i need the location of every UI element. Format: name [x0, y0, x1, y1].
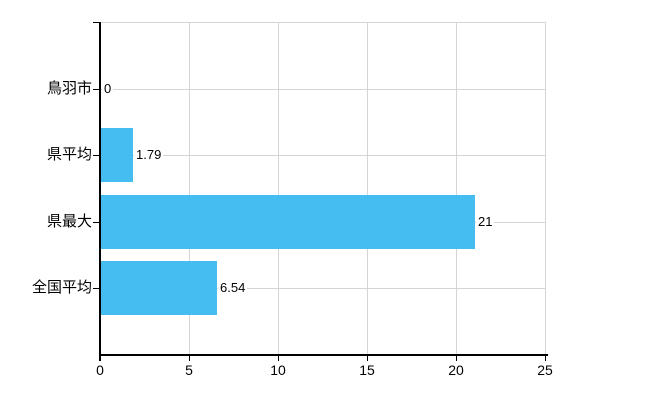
bar	[101, 195, 475, 249]
gridline-vertical	[278, 22, 279, 355]
x-axis-line	[99, 354, 548, 356]
x-axis-tick	[545, 356, 546, 361]
bar-value-label: 0	[102, 81, 114, 97]
y-axis-tick	[93, 155, 99, 156]
category-label: 全国平均	[31, 279, 92, 296]
x-axis-tick	[99, 356, 101, 361]
bar	[101, 128, 133, 182]
x-axis-tick	[367, 356, 368, 361]
bar-value-label: 6.54	[218, 280, 248, 296]
x-tick-label: 15	[359, 362, 375, 378]
bar-value-label: 1.79	[134, 147, 164, 163]
gridline-vertical	[456, 22, 457, 355]
x-tick-label: 25	[537, 362, 553, 378]
gridline-horizontal	[100, 22, 545, 23]
y-axis-tick	[93, 22, 99, 23]
gridline-vertical	[189, 22, 190, 355]
y-axis-tick	[93, 89, 99, 90]
x-tick-label: 0	[96, 362, 104, 378]
x-axis-tick	[278, 356, 279, 361]
x-tick-label: 10	[270, 362, 286, 378]
y-axis-tick	[93, 288, 99, 289]
x-axis-tick	[456, 356, 457, 361]
x-tick-label: 20	[448, 362, 464, 378]
category-label: 県最大	[46, 213, 92, 230]
gridline-horizontal	[100, 155, 545, 156]
gridline-vertical	[545, 22, 546, 355]
gridline-horizontal	[100, 89, 545, 90]
bar	[101, 261, 217, 315]
category-label: 鳥羽市	[46, 80, 92, 97]
gridline-horizontal	[100, 288, 545, 289]
y-axis-line	[99, 22, 101, 356]
x-tick-label: 5	[185, 362, 193, 378]
gridline-vertical	[367, 22, 368, 355]
category-label: 県平均	[46, 146, 92, 163]
bar-value-label: 21	[476, 214, 495, 230]
y-axis-tick	[93, 222, 99, 223]
x-axis-tick	[189, 356, 190, 361]
